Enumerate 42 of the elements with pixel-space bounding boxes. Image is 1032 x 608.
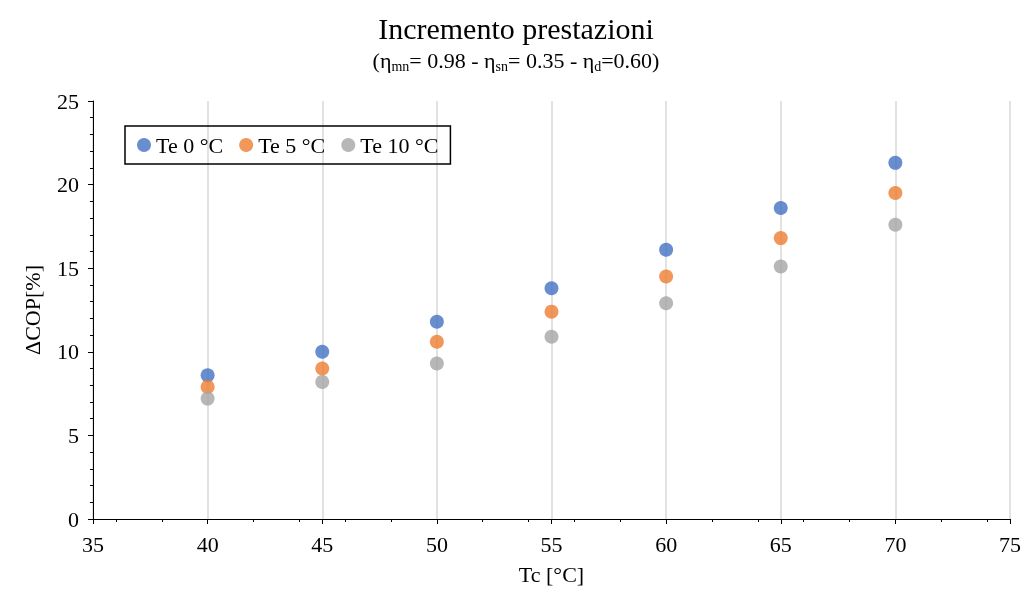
x-axis-title: Tc [°C] xyxy=(518,561,585,587)
point xyxy=(659,269,674,284)
point xyxy=(544,329,559,344)
x-tick-label: 45 xyxy=(311,531,334,557)
x-tick-label: 75 xyxy=(999,531,1021,557)
y-axis-title: ΔCOP[%] xyxy=(19,265,45,355)
legend-label: Te 5 °C xyxy=(258,132,326,158)
x-tick-label: 50 xyxy=(425,531,448,557)
point xyxy=(315,344,330,359)
point xyxy=(773,201,788,215)
point xyxy=(773,231,788,246)
y-tick-label: 15 xyxy=(57,255,79,281)
point xyxy=(888,185,903,200)
legend-label: Te 10 °C xyxy=(360,132,439,158)
y-tick-label: 25 xyxy=(57,88,79,114)
x-tick-label: 40 xyxy=(196,531,219,557)
x-tick-label: 60 xyxy=(655,531,678,557)
point xyxy=(659,242,674,257)
point xyxy=(315,374,330,389)
point xyxy=(888,155,903,170)
chart-title: Incremento prestazioni xyxy=(378,11,654,45)
x-tick-label: 35 xyxy=(82,531,104,557)
point xyxy=(200,391,215,406)
point xyxy=(200,368,215,383)
x-tick-label: 65 xyxy=(769,531,792,557)
point xyxy=(200,379,215,394)
y-tick-label: 5 xyxy=(68,422,79,448)
point xyxy=(888,217,903,232)
point xyxy=(659,296,674,311)
point xyxy=(544,304,559,319)
point xyxy=(544,281,559,296)
point xyxy=(429,356,444,371)
point xyxy=(315,361,330,376)
point xyxy=(429,314,444,329)
y-tick-label: 20 xyxy=(57,172,79,198)
point xyxy=(429,334,444,349)
y-tick-label: 10 xyxy=(57,339,79,365)
x-tick-label: 70 xyxy=(884,531,907,557)
x-tick-label: 55 xyxy=(540,531,563,557)
point xyxy=(773,259,788,274)
y-tick-label: 0 xyxy=(68,506,79,532)
legend-label: Te 0 °C xyxy=(156,132,224,158)
